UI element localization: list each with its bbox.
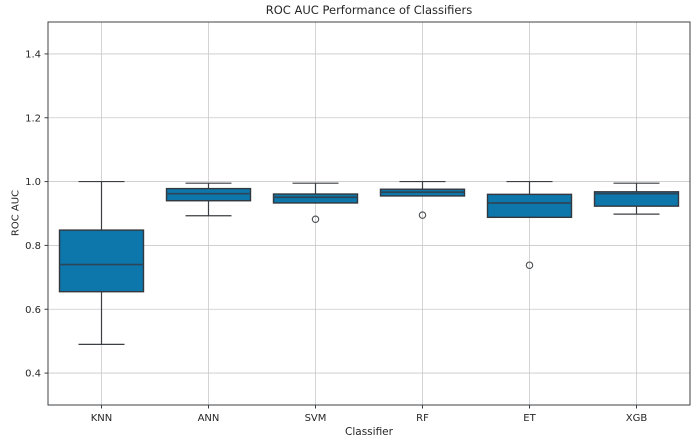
y-tick-label: 1.4 xyxy=(25,49,41,60)
x-axis-label: Classifier xyxy=(345,426,393,438)
y-tick-label: 1.0 xyxy=(25,177,41,188)
outlier-et xyxy=(525,261,534,269)
y-tick-label: 0.6 xyxy=(25,305,41,316)
x-tick-label-ann: ANN xyxy=(198,413,220,424)
x-tick-label-xgb: XGB xyxy=(626,413,648,424)
y-tick-label: 0.4 xyxy=(25,369,41,380)
axes-frame xyxy=(47,21,691,406)
chart-title: ROC AUC Performance of Classifiers xyxy=(265,3,473,17)
box-et xyxy=(486,193,573,219)
y-tick-label: 1.2 xyxy=(25,113,41,124)
outlier-svm xyxy=(311,215,320,223)
box-xgb xyxy=(593,191,680,207)
box-knn xyxy=(58,229,145,293)
x-tick-label-knn: KNN xyxy=(91,413,113,424)
outlier-rf xyxy=(418,211,427,219)
box-ann xyxy=(165,187,252,202)
y-tick-label: 0.8 xyxy=(25,241,41,252)
x-tick-label-svm: SVM xyxy=(305,413,327,424)
x-tick-label-rf: RF xyxy=(416,413,429,424)
x-tick-label-et: ET xyxy=(523,413,536,424)
box-svm xyxy=(272,193,359,204)
